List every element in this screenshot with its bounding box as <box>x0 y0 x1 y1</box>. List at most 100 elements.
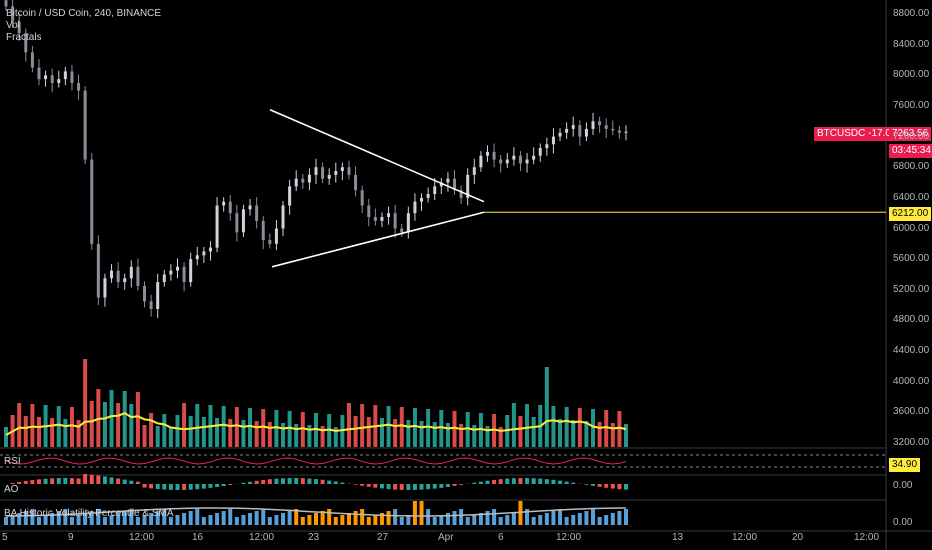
volume-bar <box>564 407 569 447</box>
volume-bar <box>4 427 8 447</box>
hvp-bar <box>294 509 299 525</box>
ao-bar <box>89 474 94 484</box>
candle-body <box>393 213 397 229</box>
hvp-bar <box>228 509 233 525</box>
hvp-bar <box>551 511 556 525</box>
candle-body <box>228 201 232 214</box>
rsi-pane-label[interactable]: RSI <box>4 456 21 467</box>
candle-body <box>63 71 67 80</box>
candle-body <box>433 186 437 195</box>
rsi-line <box>5 457 627 465</box>
ao-bar <box>551 479 556 484</box>
volume-bar <box>597 422 602 447</box>
ao-bar <box>116 478 121 484</box>
volume-bar <box>544 367 549 447</box>
volume-bar <box>267 422 272 447</box>
volume-bar <box>135 392 140 447</box>
candle-body <box>327 174 331 179</box>
hvp-bar <box>76 515 81 525</box>
symbol-title[interactable]: Bitcoin / USD Coin, 240, BINANCE <box>6 8 162 19</box>
ao-bar <box>182 484 187 490</box>
candle-body <box>387 213 391 218</box>
volume-bar <box>142 425 147 447</box>
candle-body <box>248 205 252 210</box>
candle-body <box>532 155 536 160</box>
hvp-pane-label[interactable]: BA Historic Volatility Percentile & SMA <box>4 508 174 519</box>
candle-body <box>235 213 239 233</box>
hvp-bar <box>591 509 596 525</box>
candle-body <box>604 125 608 129</box>
price-tick-label: 4400.00 <box>893 345 930 357</box>
volume-bar <box>287 411 292 447</box>
candle-body <box>37 67 41 80</box>
candle-body <box>11 6 15 22</box>
indicator-fractals[interactable]: Fractals <box>6 32 42 43</box>
ao-bar <box>228 484 233 485</box>
ao-bar <box>294 478 299 484</box>
candle-body <box>420 197 424 202</box>
hvp-bar <box>261 509 266 525</box>
hvp-bar <box>399 517 404 525</box>
ao-bar <box>366 484 371 487</box>
candle-body <box>241 209 245 233</box>
volume-bar <box>333 427 338 447</box>
volume-bar <box>307 425 312 447</box>
volume-bar <box>195 404 200 447</box>
ao-bar <box>597 484 602 487</box>
candle-body <box>373 217 377 221</box>
ao-bar <box>168 484 173 490</box>
hvp-bar <box>188 511 193 525</box>
candle-body <box>44 75 48 80</box>
hvp-bar <box>215 513 220 525</box>
candle-body <box>426 194 430 198</box>
price-tick-label: 6400.00 <box>893 191 930 203</box>
candle-body <box>611 128 615 131</box>
volume-bar <box>452 411 457 447</box>
ao-bar <box>459 484 464 485</box>
volume-bar <box>320 426 325 447</box>
ao-bar <box>492 479 497 484</box>
candle-body <box>340 167 344 172</box>
volume-bar <box>76 420 81 447</box>
hvp-bar <box>538 515 543 525</box>
candle-body <box>294 178 298 187</box>
candle-body <box>307 174 311 183</box>
ao-bar <box>102 476 107 484</box>
ao-bar <box>43 478 48 484</box>
candle-body <box>195 255 199 260</box>
last-price-tag: 7263.56 <box>889 127 932 141</box>
hvp-sma-line <box>6 507 626 517</box>
volume-bar <box>254 421 259 447</box>
candle-body <box>202 251 206 256</box>
volume-bar <box>234 407 239 447</box>
candle-body <box>281 205 285 229</box>
hvp-bar <box>525 509 530 525</box>
ao-bar <box>300 478 305 484</box>
volume-bar <box>83 359 88 447</box>
ao-bar <box>538 478 543 484</box>
volume-bar <box>215 418 220 447</box>
ao-bar <box>531 478 536 484</box>
indicator-vol[interactable]: Vol <box>6 20 20 31</box>
symbol-change-tag: BTCUSDC -17.03% <box>814 127 909 141</box>
price-tick-label: 6000.00 <box>893 222 930 234</box>
hvp-bar <box>485 511 490 525</box>
candle-body <box>314 167 318 175</box>
ao-pane-label[interactable]: AO <box>4 484 19 495</box>
volume-bar <box>360 404 365 447</box>
hvp-bar <box>452 511 457 525</box>
hvp-bar <box>419 501 424 525</box>
volume-bar <box>406 420 411 447</box>
candle-body <box>466 174 470 198</box>
ao-bar <box>215 484 220 487</box>
ao-bar <box>412 484 417 490</box>
hvp-bar <box>412 501 417 525</box>
time-tick-label: 23 <box>308 532 320 543</box>
volume-bar <box>109 390 114 447</box>
volume-bar <box>551 406 556 447</box>
volume-bar <box>610 423 615 447</box>
candle-body <box>459 190 463 198</box>
hvp-bar <box>129 509 134 525</box>
candle-body <box>96 243 100 298</box>
